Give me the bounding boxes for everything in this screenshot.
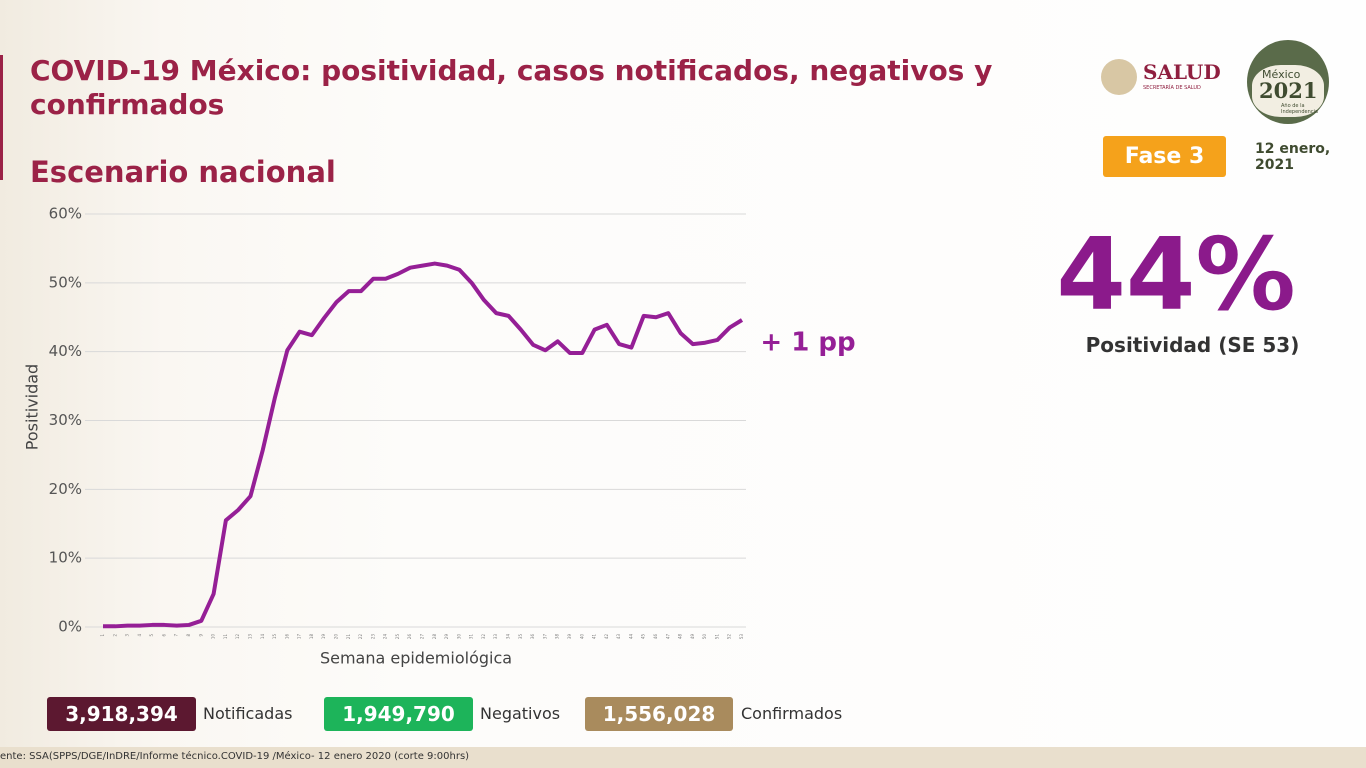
total-label: Notificadas [203, 704, 293, 723]
total-label: Negativos [480, 704, 561, 723]
x-tick-label: 48 [678, 634, 683, 640]
phase-badge: Fase 3 [1103, 136, 1226, 177]
total-value: 1,949,790 [324, 697, 473, 731]
x-tick-label: 21 [346, 634, 351, 640]
x-tick-label: 8 [186, 634, 191, 637]
x-tick-label: 42 [604, 634, 609, 640]
x-tick-label: 4 [137, 634, 142, 637]
x-tick-label: 24 [383, 634, 388, 640]
x-tick-label: 11 [223, 634, 228, 640]
footer-bar [0, 747, 1366, 768]
x-axis-label: Semana epidemiológica [320, 649, 512, 668]
mexico-logo-text: México [1262, 68, 1301, 81]
y-tick-label: 20% [49, 480, 82, 498]
x-tick-label: 49 [690, 634, 695, 640]
kpi-value: 44% [1056, 216, 1296, 333]
salud-emblem [1101, 59, 1137, 95]
y-tick-label: 50% [49, 273, 82, 291]
date-line-2: 2021 [1255, 157, 1294, 173]
x-tick-label: 51 [714, 634, 719, 640]
x-tick-label: 41 [592, 634, 597, 640]
x-tick-label: 28 [432, 634, 437, 640]
x-tick-label: 7 [174, 634, 179, 637]
x-tick-label: 17 [297, 634, 302, 640]
x-tick-label: 2 [112, 634, 117, 637]
x-tick-label: 13 [247, 634, 252, 640]
x-tick-label: 53 [739, 634, 744, 640]
title: COVID-19 México: positividad, casos noti… [30, 54, 993, 121]
x-tick-label: 30 [456, 634, 461, 640]
salud-logo-sub: SECRETARÍA DE SALUD [1143, 85, 1201, 91]
x-tick-label: 16 [284, 634, 289, 640]
x-tick-label: 45 [641, 634, 646, 640]
x-tick-label: 38 [555, 634, 560, 640]
x-tick-label: 39 [567, 634, 572, 640]
chart: + 1 pp Semana epidemiológica Positividad… [23, 205, 856, 668]
mexico-logo-year: 2021 [1259, 78, 1318, 103]
data-line [103, 261, 744, 629]
y-tick-label: 40% [49, 342, 82, 360]
x-tick-label: 47 [665, 634, 670, 640]
accent-bar [0, 55, 3, 180]
x-tick-label: 23 [370, 634, 375, 640]
annotation: + 1 pp [760, 328, 855, 358]
x-tick-label: 19 [321, 634, 326, 640]
x-tick-label: 5 [149, 634, 154, 637]
x-tick-label: 35 [518, 634, 523, 640]
x-tick-label: 12 [235, 634, 240, 640]
x-tick-label: 20 [333, 634, 338, 640]
date-line-1: 12 enero, [1255, 141, 1331, 157]
x-tick-label: 18 [309, 634, 314, 640]
y-tick-label: 10% [49, 549, 82, 567]
x-tick-label: 22 [358, 634, 363, 640]
x-tick-label: 40 [579, 634, 584, 640]
x-tick-label: 46 [653, 634, 658, 640]
x-tick-label: 3 [125, 634, 130, 637]
salud-logo: SALUD [1143, 60, 1221, 84]
x-tick-label: 1 [100, 634, 105, 637]
mexico-logo-sub: Año de la Independencia [1281, 103, 1318, 115]
x-tick-label: 31 [469, 634, 474, 640]
x-tick-label: 27 [420, 634, 425, 640]
y-tick-label: 60% [49, 205, 82, 223]
subtitle: Escenario nacional [30, 155, 336, 189]
x-tick-label: 15 [272, 634, 277, 640]
x-tick-label: 36 [530, 634, 535, 640]
x-tick-label: 52 [727, 634, 732, 640]
x-tick-label: 34 [506, 634, 511, 640]
total-label: Confirmados [741, 704, 843, 723]
x-tick-label: 33 [493, 634, 498, 640]
x-tick-label: 37 [542, 634, 547, 640]
x-tick-label: 10 [211, 634, 216, 640]
x-tick-label: 43 [616, 634, 621, 640]
x-tick-label: 50 [702, 634, 707, 640]
x-tick-label: 26 [407, 634, 412, 640]
x-tick-label: 44 [628, 634, 633, 640]
x-tick-label: 32 [481, 634, 486, 640]
x-tick-label: 9 [198, 634, 203, 637]
x-tick-label: 25 [395, 634, 400, 640]
y-axis-label: Positividad [23, 364, 42, 450]
kpi-label: Positividad (SE 53) [1085, 333, 1300, 357]
y-tick-label: 30% [49, 411, 82, 429]
mexico-logo-inner [1252, 65, 1324, 117]
total-value: 3,918,394 [47, 697, 196, 731]
total-value: 1,556,028 [585, 697, 733, 731]
y-tick-label: 0% [58, 618, 82, 636]
x-tick-label: 29 [444, 634, 449, 640]
x-tick-label: 14 [260, 634, 265, 640]
footer-source: ente: SSA(SPPS/DGE/InDRE/Informe técnico… [0, 751, 470, 762]
x-tick-label: 6 [161, 634, 166, 637]
